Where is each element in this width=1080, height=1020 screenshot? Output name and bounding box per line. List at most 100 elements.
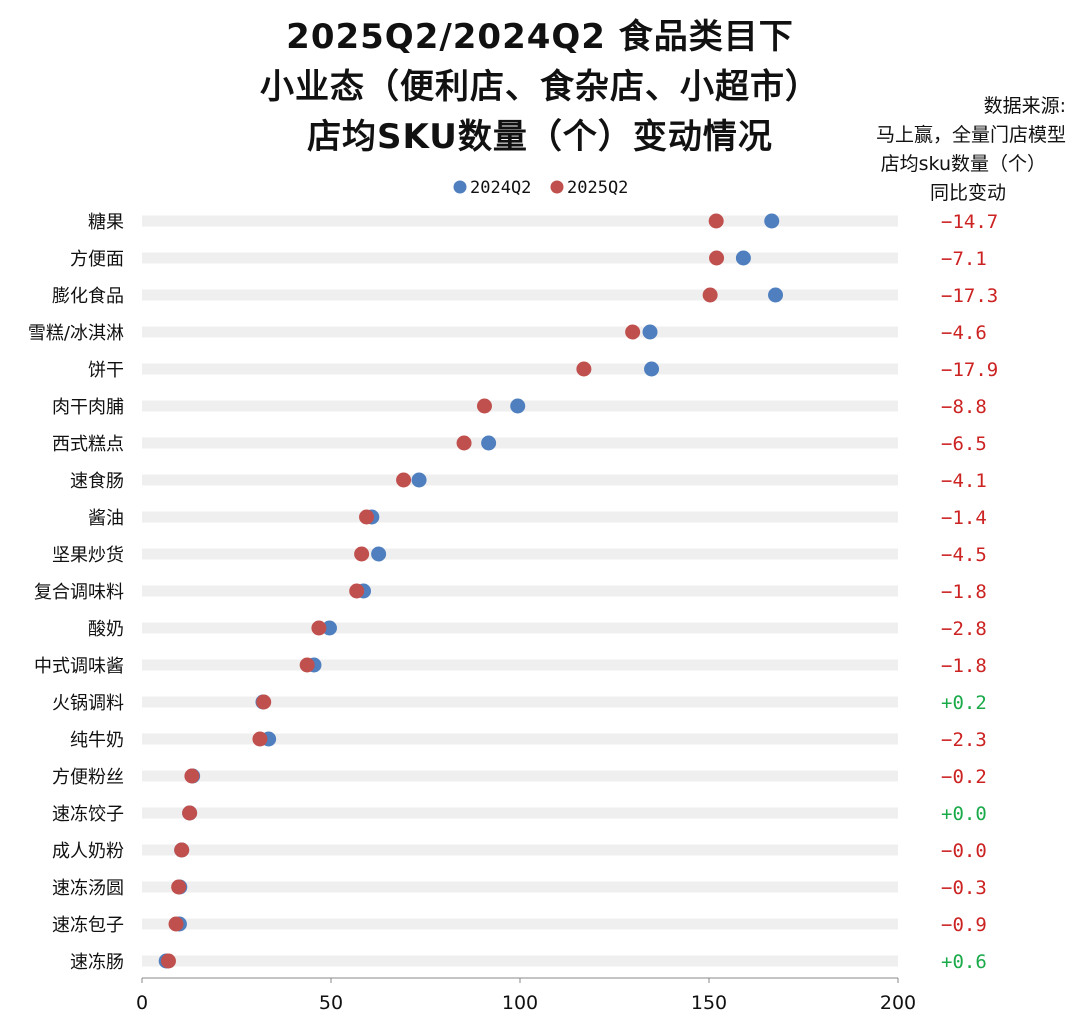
point-2024q2 [642, 324, 658, 340]
point-2025q2 [160, 953, 176, 969]
row-track [142, 622, 898, 634]
category-label: 雪糕/冰淇淋 [28, 323, 124, 344]
point-2025q2 [252, 731, 268, 747]
category-label: 饼干 [88, 360, 124, 381]
category-label: 速冻饺子 [52, 804, 124, 825]
point-2024q2 [644, 361, 660, 377]
source-note-line-1: 数据来源: [983, 95, 1066, 117]
delta-value: −17.9 [941, 359, 998, 381]
delta-value: +0.0 [941, 803, 987, 825]
point-2025q2 [702, 287, 718, 303]
category-label: 速冻肠 [70, 952, 124, 973]
legend-label-2024q2: 2024Q2 [470, 178, 531, 198]
delta-value: −1.4 [941, 507, 987, 529]
row-track [142, 585, 898, 597]
point-2025q2 [708, 213, 724, 229]
category-label: 复合调味料 [34, 582, 124, 603]
row-track [142, 363, 898, 375]
title-line-1: 2025Q2/2024Q2 食品类目下 [286, 17, 794, 57]
delta-value: −17.3 [941, 285, 998, 307]
category-label: 成人奶粉 [52, 841, 124, 862]
category-label: 方便粉丝 [52, 767, 124, 788]
delta-value: −4.1 [941, 470, 987, 492]
point-2025q2 [311, 620, 327, 636]
point-2024q2 [411, 472, 427, 488]
category-label: 速冻汤圆 [52, 878, 124, 899]
row-track [142, 918, 898, 930]
category-label: 酸奶 [88, 619, 124, 640]
delta-value: −8.8 [941, 396, 987, 418]
delta-column-subheader: 同比变动 [929, 182, 1006, 204]
point-2024q2 [735, 250, 751, 266]
legend-label-2025q2: 2025Q2 [567, 178, 628, 198]
point-2025q2 [171, 879, 187, 895]
point-2025q2 [476, 398, 492, 414]
point-2024q2 [510, 398, 526, 414]
delta-value: −2.3 [941, 729, 987, 751]
category-label: 速食肠 [70, 471, 124, 492]
delta-value: +0.2 [941, 692, 987, 714]
category-label: 方便面 [70, 249, 124, 270]
source-note: 数据来源: 马上赢，全量门店模型 店均sku数量（个） 同比变动 [826, 92, 1066, 208]
delta-value: −0.3 [941, 877, 987, 899]
title-line-3: 店均SKU数量（个）变动情况 [307, 117, 773, 157]
point-2025q2 [182, 805, 198, 821]
point-2024q2 [768, 287, 784, 303]
point-2025q2 [576, 361, 592, 377]
delta-value: −7.1 [941, 248, 987, 270]
point-2025q2 [168, 916, 184, 932]
x-tick-label: 150 [691, 992, 727, 1014]
x-tick-label: 0 [136, 992, 148, 1014]
row-track [142, 770, 898, 782]
delta-column-header: 店均sku数量（个） [880, 153, 1046, 175]
point-2025q2 [359, 509, 375, 525]
point-2024q2 [371, 546, 387, 562]
point-2025q2 [456, 435, 472, 451]
category-label: 膨化食品 [52, 286, 124, 307]
x-tick-label: 200 [880, 992, 916, 1014]
delta-value: −1.8 [941, 581, 987, 603]
category-label: 纯牛奶 [70, 730, 124, 751]
delta-value: −2.8 [941, 618, 987, 640]
point-2025q2 [184, 768, 200, 784]
category-label: 火锅调料 [52, 693, 124, 714]
title-line-2: 小业态（便利店、食杂店、小超市） [260, 67, 820, 107]
legend-marker-2025q2 [550, 180, 564, 194]
point-2025q2 [256, 694, 272, 710]
x-tick-label: 50 [319, 992, 343, 1014]
delta-value: −0.2 [941, 766, 987, 788]
row-track [142, 474, 898, 486]
row-track [142, 289, 898, 301]
row-track [142, 659, 898, 671]
point-2025q2 [709, 250, 725, 266]
point-2025q2 [625, 324, 641, 340]
point-2025q2 [174, 842, 190, 858]
x-tick-label: 100 [502, 992, 538, 1014]
delta-value: −0.9 [941, 914, 987, 936]
category-label: 肉干肉脯 [52, 397, 124, 418]
row-track [142, 696, 898, 708]
row-track [142, 548, 898, 560]
legend-marker-2024q2 [453, 180, 467, 194]
chart-title: 2025Q2/2024Q2 食品类目下 小业态（便利店、食杂店、小超市） 店均S… [160, 12, 920, 162]
category-label: 糖果 [88, 212, 124, 233]
delta-value: −6.5 [941, 433, 987, 455]
point-2024q2 [321, 620, 337, 636]
row-track [142, 437, 898, 449]
source-note-line-2: 马上赢，全量门店模型 [875, 124, 1066, 146]
row-track [142, 955, 898, 967]
point-2024q2 [764, 213, 780, 229]
row-track [142, 511, 898, 523]
category-label: 速冻包子 [52, 915, 124, 936]
point-2025q2 [299, 657, 315, 673]
delta-value: −1.8 [941, 655, 987, 677]
category-label: 酱油 [88, 508, 124, 529]
delta-value: −4.6 [941, 322, 987, 344]
delta-value: −0.0 [941, 840, 987, 862]
delta-value: −4.5 [941, 544, 987, 566]
category-label: 中式调味酱 [34, 656, 124, 677]
category-label: 坚果炒货 [52, 545, 124, 566]
row-track [142, 807, 898, 819]
point-2024q2 [481, 435, 497, 451]
